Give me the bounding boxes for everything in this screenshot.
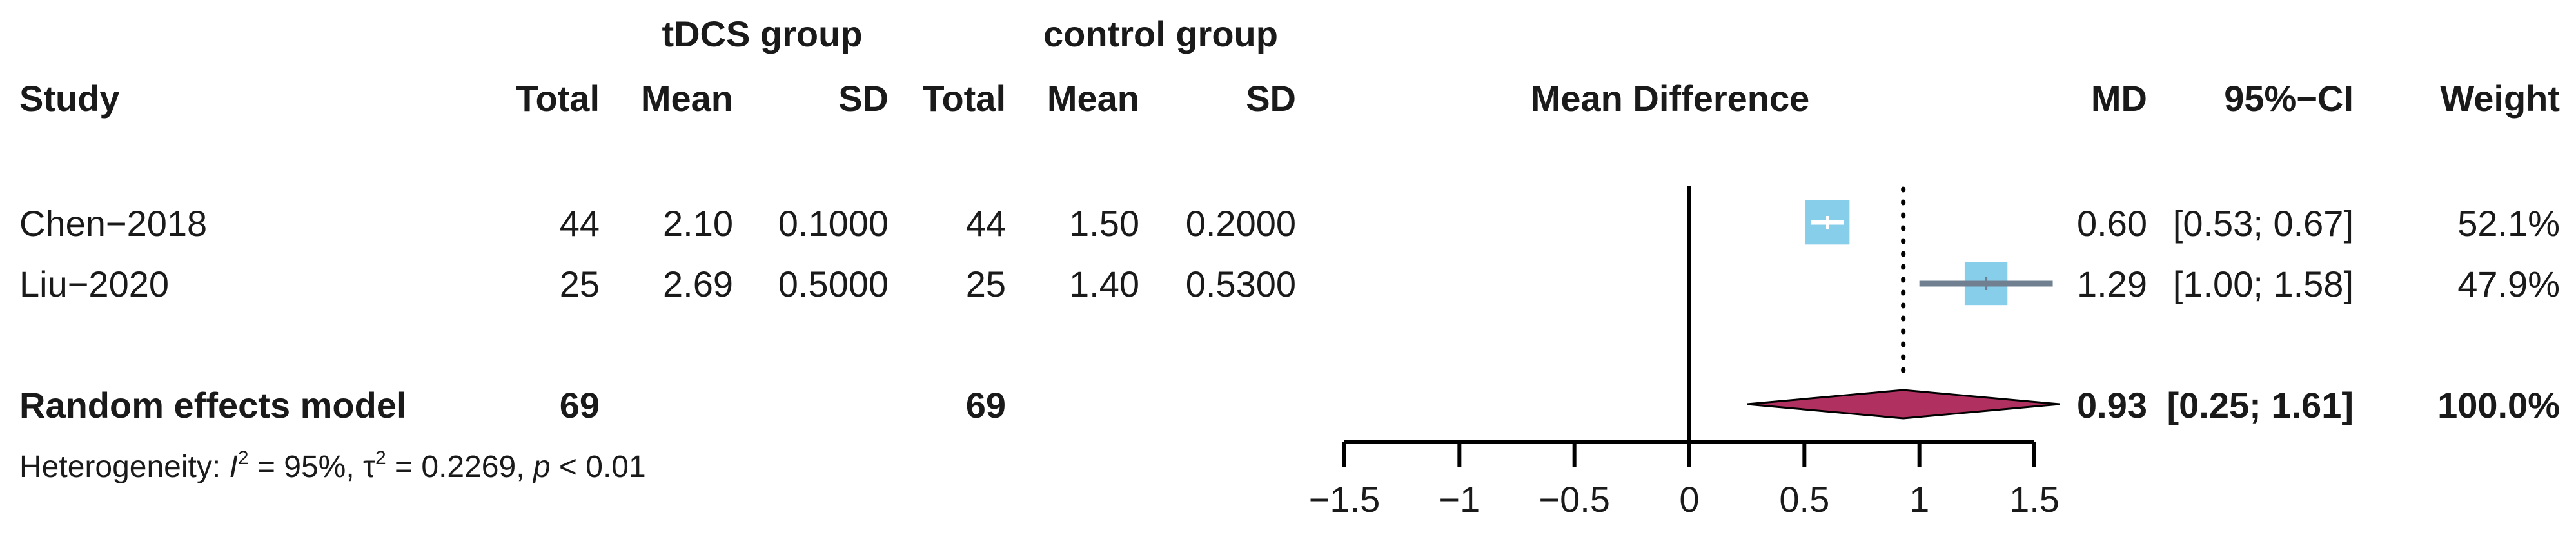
plot-reference-lines [1687,186,1906,442]
sd-1: 0.1000 [778,203,889,244]
col-header-study: Study [19,78,120,119]
col-header-mean-1: Mean [641,78,733,119]
tau-symbol: τ [363,450,375,484]
weight-value: 47.9% [2457,264,2560,304]
i2-symbol: I [230,450,238,484]
x-axis-tick-label: 1.5 [2009,479,2060,520]
sd-2: 0.2000 [1186,203,1296,244]
study-row: Chen−2018 44 2.10 0.1000 44 1.50 0.2000 … [19,203,2560,244]
tau-superscript: 2 [375,447,386,469]
pooled-row: Random effects model 69 69 0.93 [0.25; 1… [19,385,2560,425]
ci-value: [1.00; 1.58] [2173,264,2354,304]
x-axis: −1.5 −1 −0.5 0 0.5 1 1.5 [1309,440,2060,520]
heterogeneity-prefix: Heterogeneity: [19,450,230,484]
pooled-diamond [1747,389,2060,420]
col-header-mean-2: Mean [1047,78,1139,119]
col-header-sd-1: SD [838,78,889,119]
pooled-md-value: 0.93 [2077,385,2147,425]
pooled-label: Random effects model [19,385,407,425]
col-header-mean-difference: Mean Difference [1531,78,1810,119]
col-header-total-1: Total [516,78,600,119]
group-header-control: control group [1043,14,1278,54]
study-name: Chen−2018 [19,203,207,244]
x-axis-tick-label: −1 [1439,479,1480,520]
tau-value: = 0.2269, [386,450,533,484]
heterogeneity-text: Heterogeneity: I2 = 95%, τ2 = 0.2269, p … [19,447,646,484]
col-header-total-2: Total [922,78,1006,119]
pooled-total-2: 69 [966,385,1006,425]
x-axis-tick-label: 0.5 [1779,479,1829,520]
mean-1: 2.69 [663,264,733,304]
p-value: < 0.01 [551,450,646,484]
x-axis-tick-label: −1.5 [1309,479,1381,520]
mean-2: 1.50 [1069,203,1139,244]
total-1: 25 [560,264,600,304]
md-value: 1.29 [2077,264,2147,304]
pooled-ci-value: [0.25; 1.61] [2167,385,2354,425]
sd-1: 0.5000 [778,264,889,304]
p-symbol: p [532,450,551,484]
total-1: 44 [560,203,600,244]
plot-marks [1747,200,2060,420]
total-2: 44 [966,203,1006,244]
study-row: Liu−2020 25 2.69 0.5000 25 1.40 0.5300 1… [19,264,2560,304]
i2-value: = 95%, [249,450,363,484]
col-header-ci: 95%−CI [2224,78,2354,119]
total-2: 25 [966,264,1006,304]
study-name: Liu−2020 [19,264,169,304]
col-header-md: MD [2091,78,2147,119]
pooled-total-1: 69 [560,385,600,425]
col-header-weight: Weight [2440,78,2560,119]
col-header-sd-2: SD [1246,78,1296,119]
x-axis-tick-label: −0.5 [1539,479,1610,520]
pooled-weight-value: 100.0% [2437,385,2560,425]
x-axis-tick-label: 1 [1909,479,1929,520]
mean-2: 1.40 [1069,264,1139,304]
ci-value: [0.53; 0.67] [2173,203,2354,244]
x-axis-tick-label: 0 [1679,479,1699,520]
group-header-tdcs: tDCS group [662,14,862,54]
mean-1: 2.10 [663,203,733,244]
sd-2: 0.5300 [1186,264,1296,304]
md-value: 0.60 [2077,203,2147,244]
weight-value: 52.1% [2457,203,2560,244]
i2-superscript: 2 [238,447,249,469]
